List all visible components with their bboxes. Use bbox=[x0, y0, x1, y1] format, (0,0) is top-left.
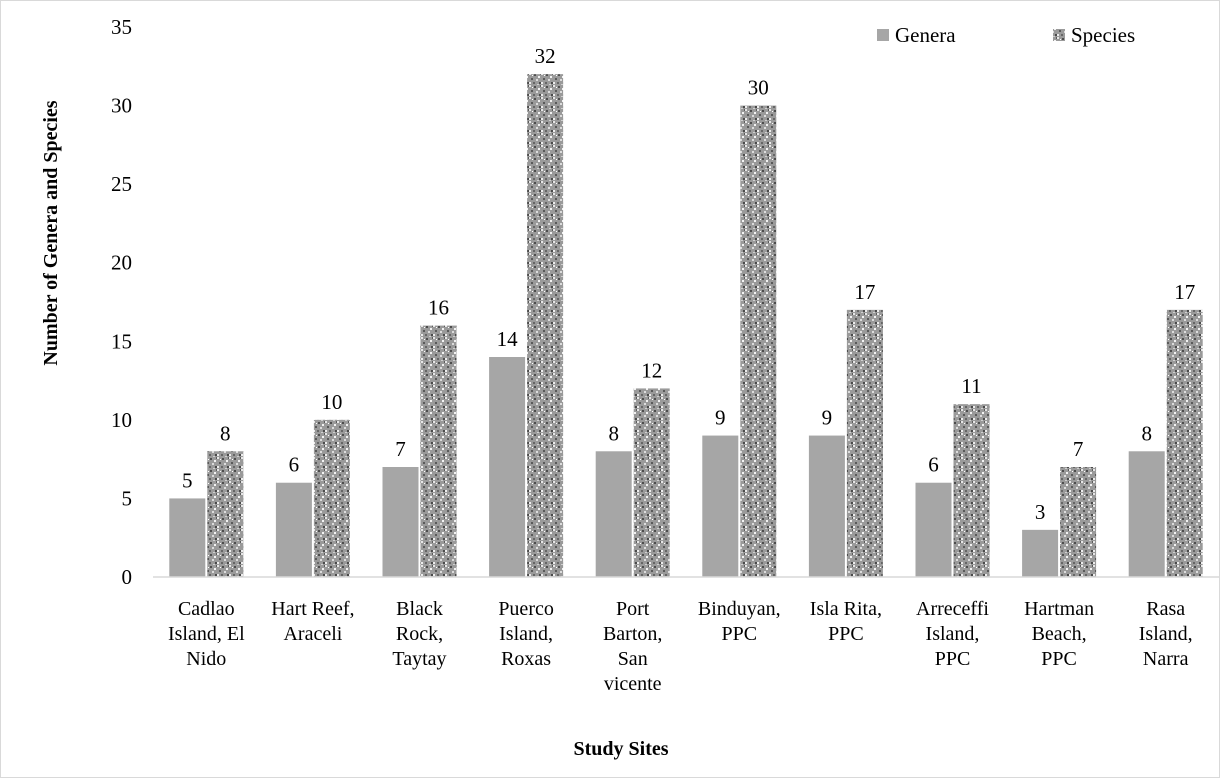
bar-species bbox=[420, 325, 457, 577]
data-label-species: 17 bbox=[1174, 280, 1195, 304]
bar-genera bbox=[702, 435, 739, 577]
bar-genera bbox=[1128, 451, 1165, 577]
y-tick-label: 30 bbox=[111, 94, 132, 118]
bar-genera bbox=[595, 451, 632, 577]
data-label-genera: 7 bbox=[395, 437, 406, 461]
y-tick-label: 35 bbox=[111, 15, 132, 39]
y-axis-title: Number of Genera and Species bbox=[40, 100, 62, 365]
legend-swatch-genera bbox=[877, 29, 889, 41]
y-tick-label: 15 bbox=[111, 329, 132, 353]
x-tick-label: Arreceffi Island, PPC bbox=[916, 598, 989, 670]
y-tick-label: 5 bbox=[122, 486, 133, 510]
bar-genera bbox=[489, 357, 526, 577]
bar-genera bbox=[808, 435, 845, 577]
x-tick-label: Binduyan, PPC bbox=[698, 598, 781, 645]
data-label-genera: 5 bbox=[182, 468, 193, 492]
y-tick-label: 0 bbox=[122, 565, 133, 589]
data-label-species: 10 bbox=[321, 390, 342, 414]
data-label-genera: 8 bbox=[1141, 421, 1152, 445]
data-label-genera: 6 bbox=[928, 453, 939, 477]
bar-species bbox=[633, 388, 670, 577]
data-label-genera: 14 bbox=[497, 327, 519, 351]
bar-species bbox=[1060, 467, 1097, 577]
bar-species bbox=[207, 451, 244, 577]
bar-genera bbox=[275, 482, 312, 577]
x-tick-label: Puerco Island, Roxas bbox=[498, 598, 554, 670]
x-axis-title: Study Sites bbox=[573, 738, 668, 760]
data-label-species: 30 bbox=[748, 76, 769, 100]
x-tick-label: Rasa Island, Narra bbox=[1139, 598, 1193, 670]
data-label-genera: 8 bbox=[608, 421, 619, 445]
legend-swatch-species bbox=[1053, 29, 1065, 41]
x-tick-label: Isla Rita, PPC bbox=[810, 598, 882, 645]
data-label-species: 12 bbox=[641, 358, 662, 382]
y-tick-label: 10 bbox=[111, 408, 132, 432]
data-label-species: 16 bbox=[428, 296, 449, 320]
x-tick-label: Port Barton, San vicente bbox=[603, 598, 662, 695]
y-tick-label: 20 bbox=[111, 251, 132, 275]
legend-label-species: Species bbox=[1071, 23, 1135, 47]
bar-species bbox=[1166, 309, 1203, 577]
bar-genera bbox=[169, 498, 206, 577]
data-label-genera: 6 bbox=[289, 453, 300, 477]
bar-species bbox=[313, 419, 350, 577]
x-tick-label: Hartman Beach, PPC bbox=[1024, 598, 1094, 670]
data-label-species: 32 bbox=[535, 44, 556, 68]
bar-genera bbox=[915, 482, 952, 577]
legend: Genera Species bbox=[877, 23, 1135, 47]
data-label-genera: 3 bbox=[1035, 500, 1046, 524]
data-label-species: 17 bbox=[854, 280, 875, 304]
legend-label-genera: Genera bbox=[895, 23, 956, 47]
bar-species bbox=[740, 105, 777, 578]
data-label-species: 8 bbox=[220, 421, 231, 445]
data-label-species: 11 bbox=[961, 374, 981, 398]
x-tick-label: Black Rock, Taytay bbox=[392, 598, 446, 670]
x-tick-label: Hart Reef, Araceli bbox=[271, 598, 354, 645]
bar-species bbox=[527, 74, 564, 578]
bar-species bbox=[953, 404, 990, 577]
bar-genera bbox=[382, 467, 419, 577]
y-tick-label: 25 bbox=[111, 172, 132, 196]
data-label-genera: 9 bbox=[822, 406, 833, 430]
plot-area: 0 5 10 15 20 25 30 35 5 8 Cadlao Island, El Nido 6 10 H… bbox=[111, 15, 1219, 695]
data-label-genera: 9 bbox=[715, 406, 726, 430]
bar-species bbox=[846, 309, 883, 577]
x-tick-label: Cadlao Island, El Nido bbox=[168, 598, 245, 670]
data-label-species: 7 bbox=[1073, 437, 1084, 461]
bar-genera bbox=[1022, 529, 1059, 577]
